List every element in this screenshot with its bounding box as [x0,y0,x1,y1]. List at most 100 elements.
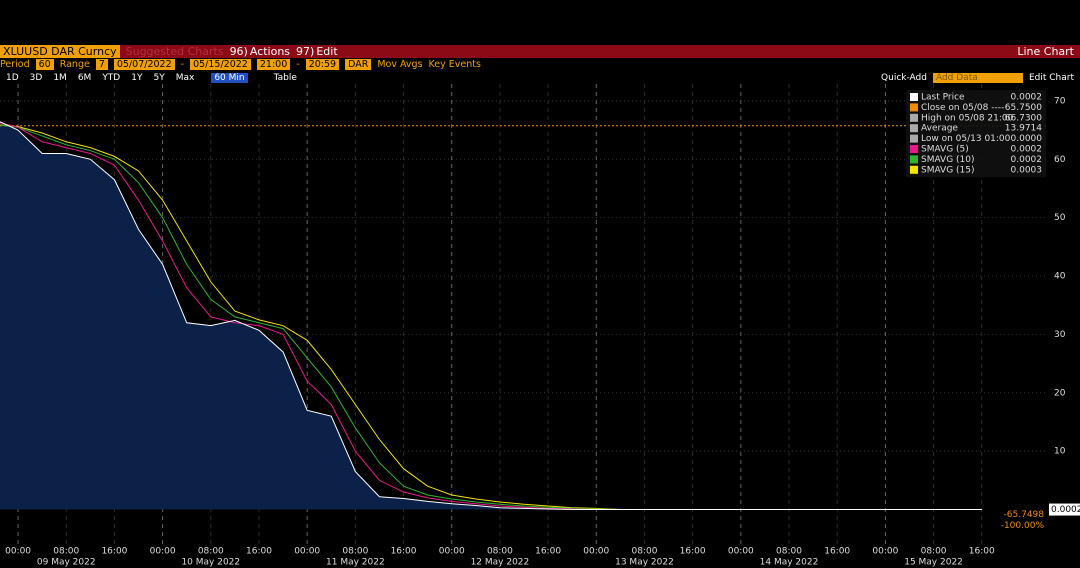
range-bar: 1D 3D 1M 6M YTD 1Y 5Y Max 60 Min Table Quick-Ad… [0,71,1080,84]
legend-box [906,90,1046,178]
x-tick-label: 08:00 [342,547,368,557]
edit-key: 97) [296,45,315,58]
range-key[interactable]: 7 [95,59,108,70]
start-time[interactable]: 21:00 [256,59,291,70]
range-button[interactable]: 1Y [131,72,143,83]
x-tick-label: 00:00 [872,547,898,557]
edit-menu[interactable]: Edit [316,45,338,58]
x-day-label: 10 May 2022 [181,558,240,568]
ticker[interactable]: XLUUSD DAR Curncy [0,45,120,58]
x-tick-label: 16:00 [969,547,995,557]
dash: - [180,59,185,70]
end-time[interactable]: 20:59 [305,59,340,70]
legend-value: 65.7500 [1005,103,1042,113]
y-tick-label: 40 [1054,272,1066,282]
legend-label: Last Price [921,93,965,103]
legend-swatch [910,113,918,122]
x-tick-label: 00:00 [294,547,320,557]
legend-label: SMAVG (5) [921,145,969,155]
x-tick-label: 08:00 [53,547,79,557]
title-bar: XLUUSD DAR Curncy Suggested Charts 96) Ac… [0,45,1080,58]
legend-label: Average [921,124,958,134]
x-tick-label: 16:00 [680,547,706,557]
x-day-label: 15 May 2022 [904,558,963,568]
x-tick-label: 00:00 [150,547,176,557]
x-tick-label: 16:00 [535,547,561,557]
chart-kind: Line Chart [1017,45,1074,58]
range-label: Range [59,59,90,70]
range-button[interactable]: 1M [53,72,67,83]
actions-menu[interactable]: Actions [249,45,291,58]
legend-value: 0.0002 [1011,155,1043,165]
change-label: -100.00% [1001,521,1045,531]
x-tick-label: 08:00 [631,547,657,557]
period-label: Period [0,59,30,70]
series-line [0,121,982,511]
range-button[interactable]: 6M [77,72,92,83]
range-button[interactable]: 3D [29,72,43,83]
range-button[interactable]: 5Y [153,72,165,83]
start-date[interactable]: 05/07/2022 [113,59,175,70]
legend-value: 66.7300 [1005,113,1042,123]
x-tick-label: 08:00 [487,547,513,557]
range-button[interactable]: YTD [102,72,121,83]
legend-swatch [910,145,918,153]
suggested-charts[interactable]: Suggested Charts [125,45,224,58]
mov-avgs[interactable]: Mov Avgs [377,59,423,70]
range-button[interactable]: 1D [6,72,19,83]
legend-value: 13.9714 [1005,124,1042,134]
settings-bar: Period 60 Range 7 05/07/2022 - 05/15/202… [0,58,1080,71]
y-tick-label: 60 [1054,155,1066,165]
legend-swatch [910,165,918,174]
y-tick-label: 10 [1054,447,1066,457]
dash: - [296,59,300,70]
x-tick-label: 16:00 [391,547,417,557]
timezone[interactable]: DAR [345,59,372,70]
range-buttons: 1D 3D 1M 6M YTD 1Y 5Y Max [0,73,205,83]
table-button[interactable]: Table [273,72,297,83]
legend-label: Close on 05/08 ---- [921,103,1004,113]
x-day-label: 11 May 2022 [326,558,385,568]
x-tick-label: 16:00 [101,547,127,557]
legend-swatch [910,124,918,133]
legend-value: 0.0002 [1011,145,1043,155]
x-day-label: 09 May 2022 [37,558,96,568]
interval[interactable]: 60 Min [211,72,248,83]
price-area [0,121,982,510]
legend-label: SMAVG (10) [921,155,975,165]
x-tick-label: 08:00 [921,547,947,557]
legend-swatch [910,103,918,112]
change-label: -65.7498 [1004,510,1045,520]
y-tick-label: 20 [1054,388,1066,398]
legend-swatch [910,155,918,164]
add-data[interactable]: Add Data [932,72,1023,83]
legend-value: 0.0000 [1011,134,1043,144]
x-tick-label: 00:00 [583,547,609,557]
period[interactable]: 60 [35,59,54,70]
x-day-label: 13 May 2022 [615,558,674,568]
end-date[interactable]: 05/15/2022 [190,59,251,70]
legend-value: 0.0002 [1011,93,1043,103]
x-tick-label: 08:00 [776,547,802,557]
y-tick-label: 70 [1054,96,1066,106]
x-tick-label: 08:00 [198,547,224,557]
quick-add[interactable]: Quick-Add [881,72,927,83]
legend-label: High on 05/08 21:00 [921,113,1014,123]
legend-label: SMAVG (15) [921,165,975,175]
x-day-label: 12 May 2022 [471,558,530,568]
legend-swatch [910,93,918,101]
x-day-label: 14 May 2022 [760,558,819,568]
last-price-tag [1049,503,1080,516]
legend-swatch [910,134,918,143]
x-tick-label: 00:00 [439,547,465,557]
y-tick-label: 50 [1054,213,1066,223]
y-tick-label: 30 [1054,330,1066,340]
key-events[interactable]: Key Events [428,59,481,70]
range-button[interactable]: Max [175,72,195,83]
x-tick-label: 00:00 [728,547,754,557]
edit-chart[interactable]: Edit Chart [1028,72,1074,83]
x-tick-label: 16:00 [824,547,850,557]
legend-label: Low on 05/13 01:00 [921,134,1011,144]
